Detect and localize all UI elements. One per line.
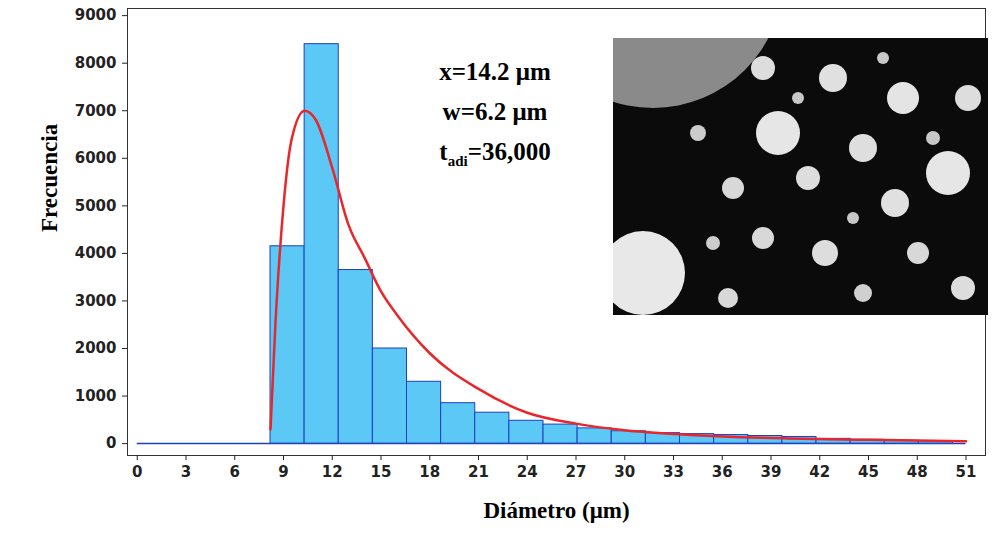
svg-text:12: 12: [322, 463, 343, 481]
html-text:tadi=36,000: tadi=36,000: [439, 138, 551, 169]
svg-text:27: 27: [566, 463, 587, 481]
svg-text:3: 3: [181, 463, 191, 481]
svg-text:42: 42: [809, 463, 830, 481]
svg-text:8000: 8000: [75, 54, 117, 72]
svg-text:Frecuencia: Frecuencia: [37, 123, 62, 232]
svg-text:9000: 9000: [75, 6, 117, 24]
svg-text:5000: 5000: [75, 197, 117, 215]
html-text:x=14.2 μm: x=14.2 μm: [439, 58, 551, 85]
svg-text:21: 21: [468, 463, 489, 481]
svg-text:9: 9: [278, 463, 288, 481]
svg-text:18: 18: [419, 463, 440, 481]
svg-text:15: 15: [371, 463, 392, 481]
svg-text:45: 45: [858, 463, 879, 481]
svg-text:3000: 3000: [75, 292, 117, 310]
svg-text:1000: 1000: [75, 387, 117, 405]
svg-text:4000: 4000: [75, 244, 117, 262]
svg-text:6000: 6000: [75, 149, 117, 167]
svg-text:51: 51: [956, 463, 977, 481]
svg-text:39: 39: [761, 463, 782, 481]
svg-text:24: 24: [517, 463, 538, 481]
svg-text:36: 36: [712, 463, 733, 481]
html-text:w=6.2 μm: w=6.2 μm: [442, 98, 548, 125]
svg-text:0: 0: [132, 463, 142, 481]
svg-text:7000: 7000: [75, 102, 117, 120]
svg-text:2000: 2000: [75, 339, 117, 357]
svg-text:6: 6: [230, 463, 240, 481]
svg-text:Diámetro (μm): Diámetro (μm): [483, 498, 629, 523]
svg-text:48: 48: [907, 463, 928, 481]
svg-text:30: 30: [614, 463, 635, 481]
svg-text:0: 0: [106, 434, 116, 452]
svg-text:33: 33: [663, 463, 684, 481]
